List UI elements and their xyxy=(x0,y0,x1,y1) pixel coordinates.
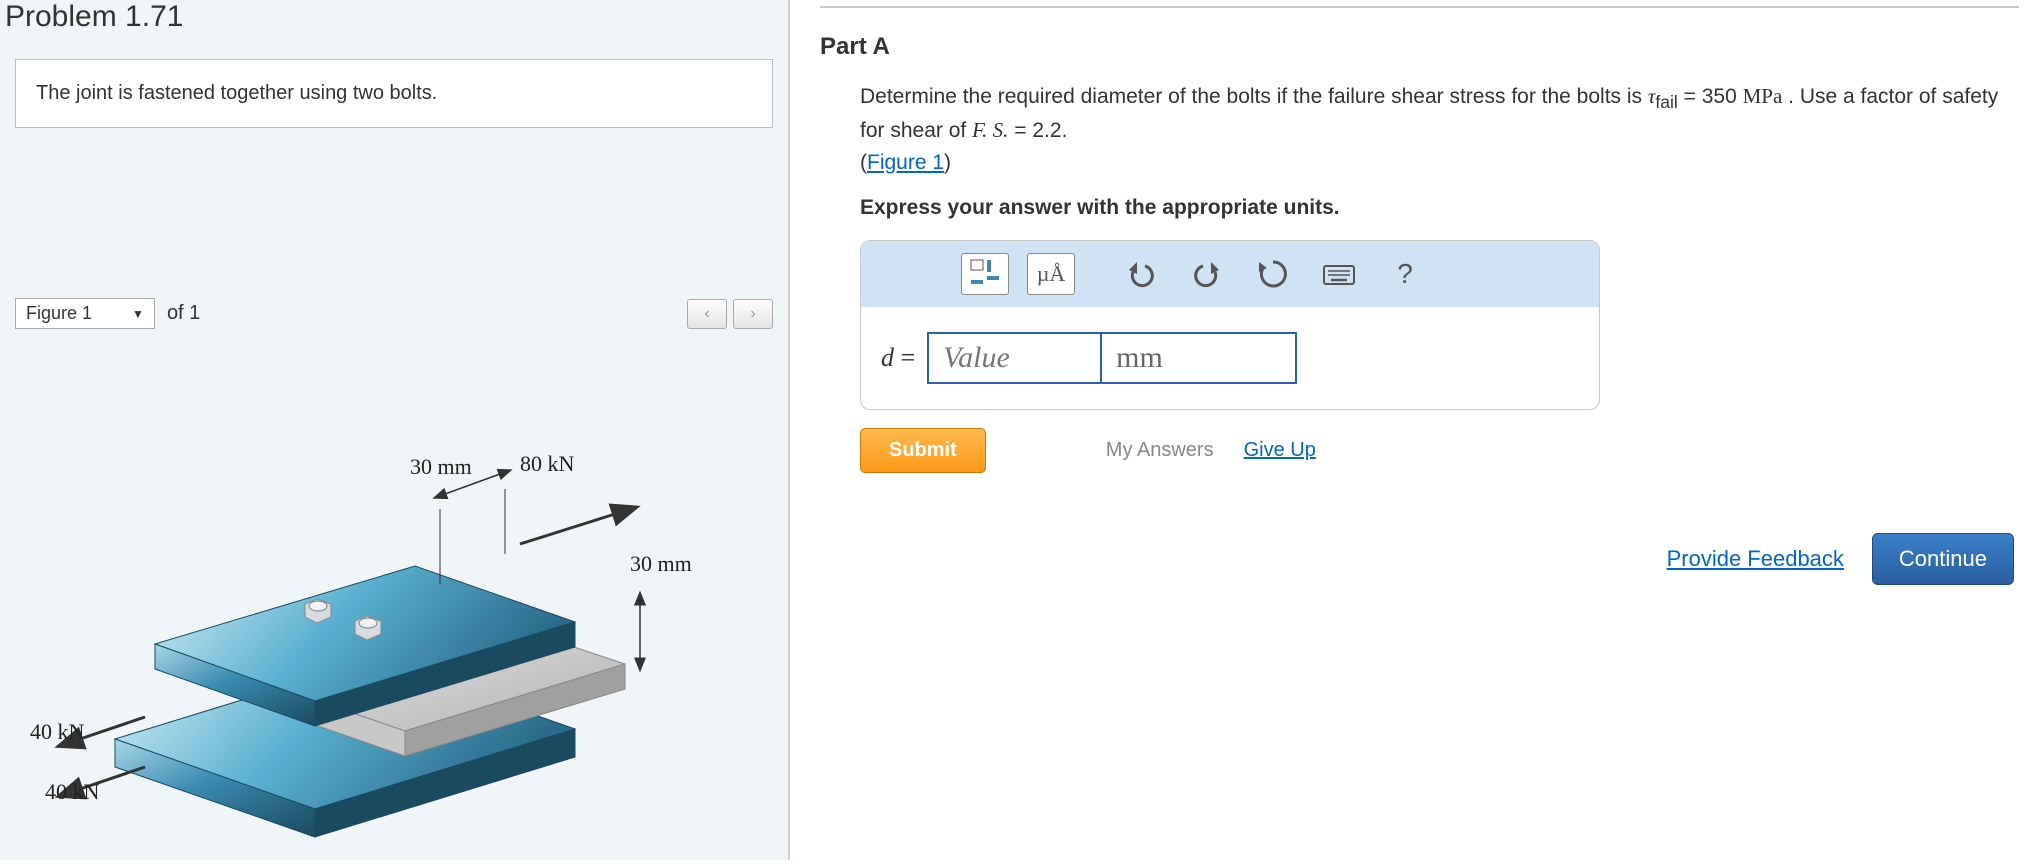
left-panel: Problem 1.71 The joint is fastened toget… xyxy=(0,0,790,860)
divider xyxy=(820,6,2019,8)
chevron-down-icon: ▼ xyxy=(132,307,144,321)
answer-toolbar: µÅ ? xyxy=(861,241,1599,307)
redo-button[interactable] xyxy=(1183,253,1231,295)
units-tool-button[interactable]: µÅ xyxy=(1027,253,1075,295)
figure-image: 30 mm 80 kN 30 mm 40 kN 40 kN xyxy=(15,359,775,859)
answer-box: µÅ ? xyxy=(860,240,1600,410)
unit-input[interactable] xyxy=(1102,332,1297,384)
figure-label-top-force: 80 kN xyxy=(520,451,574,477)
figure-label-left-force-lower: 40 kN xyxy=(45,779,99,805)
undo-button[interactable] xyxy=(1117,253,1165,295)
figure-count-label: of 1 xyxy=(167,302,200,325)
footer-row: Provide Feedback Continue xyxy=(820,533,2019,585)
figure-link[interactable]: Figure 1 xyxy=(867,151,944,174)
reset-button[interactable] xyxy=(1249,253,1297,295)
my-answers-label: My Answers xyxy=(1106,439,1214,462)
problem-title: Problem 1.71 xyxy=(0,0,788,49)
answer-input-row: d = xyxy=(861,307,1599,409)
help-button[interactable]: ? xyxy=(1381,253,1429,295)
figure-label-top-dim: 30 mm xyxy=(410,454,472,480)
template-tool-button[interactable] xyxy=(961,253,1009,295)
part-label: Part A xyxy=(820,33,2019,61)
question-text: Determine the required diameter of the b… xyxy=(860,81,2019,178)
prev-figure-button[interactable]: ‹ xyxy=(687,299,727,329)
problem-statement: The joint is fastened together using two… xyxy=(15,59,773,128)
figure-navigator: Figure 1 ▼ of 1 ‹ › xyxy=(15,298,773,329)
value-input[interactable] xyxy=(927,332,1102,384)
provide-feedback-link[interactable]: Provide Feedback xyxy=(1667,546,1844,572)
next-figure-button[interactable]: › xyxy=(733,299,773,329)
answer-variable: d = xyxy=(881,343,915,373)
submit-button[interactable]: Submit xyxy=(860,428,986,473)
figure-label-left-force-upper: 40 kN xyxy=(30,719,84,745)
action-row: Submit My Answers Give Up xyxy=(860,428,2019,473)
figure-select-label: Figure 1 xyxy=(26,303,92,324)
figure-label-right-dim: 30 mm xyxy=(630,551,692,577)
right-panel: Part A Determine the required diameter o… xyxy=(790,0,2044,860)
continue-button[interactable]: Continue xyxy=(1872,533,2014,585)
give-up-link[interactable]: Give Up xyxy=(1244,439,1316,462)
answer-instruction: Express your answer with the appropriate… xyxy=(860,196,2019,220)
keyboard-button[interactable] xyxy=(1315,253,1363,295)
figure-select[interactable]: Figure 1 ▼ xyxy=(15,298,155,329)
